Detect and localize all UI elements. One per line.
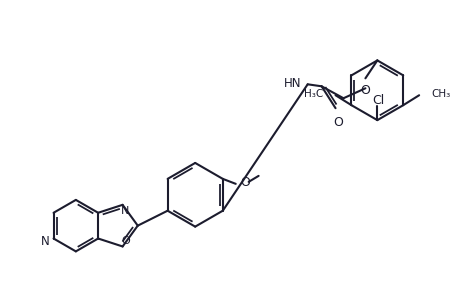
Text: O: O bbox=[241, 176, 250, 189]
Text: Cl: Cl bbox=[372, 94, 385, 107]
Text: CH₃: CH₃ bbox=[431, 89, 450, 99]
Text: N: N bbox=[41, 235, 50, 248]
Text: O: O bbox=[360, 84, 370, 97]
Text: N: N bbox=[120, 206, 129, 216]
Text: O: O bbox=[334, 116, 344, 129]
Text: O: O bbox=[121, 237, 130, 246]
Text: H₃C: H₃C bbox=[304, 89, 324, 99]
Text: HN: HN bbox=[284, 77, 302, 90]
